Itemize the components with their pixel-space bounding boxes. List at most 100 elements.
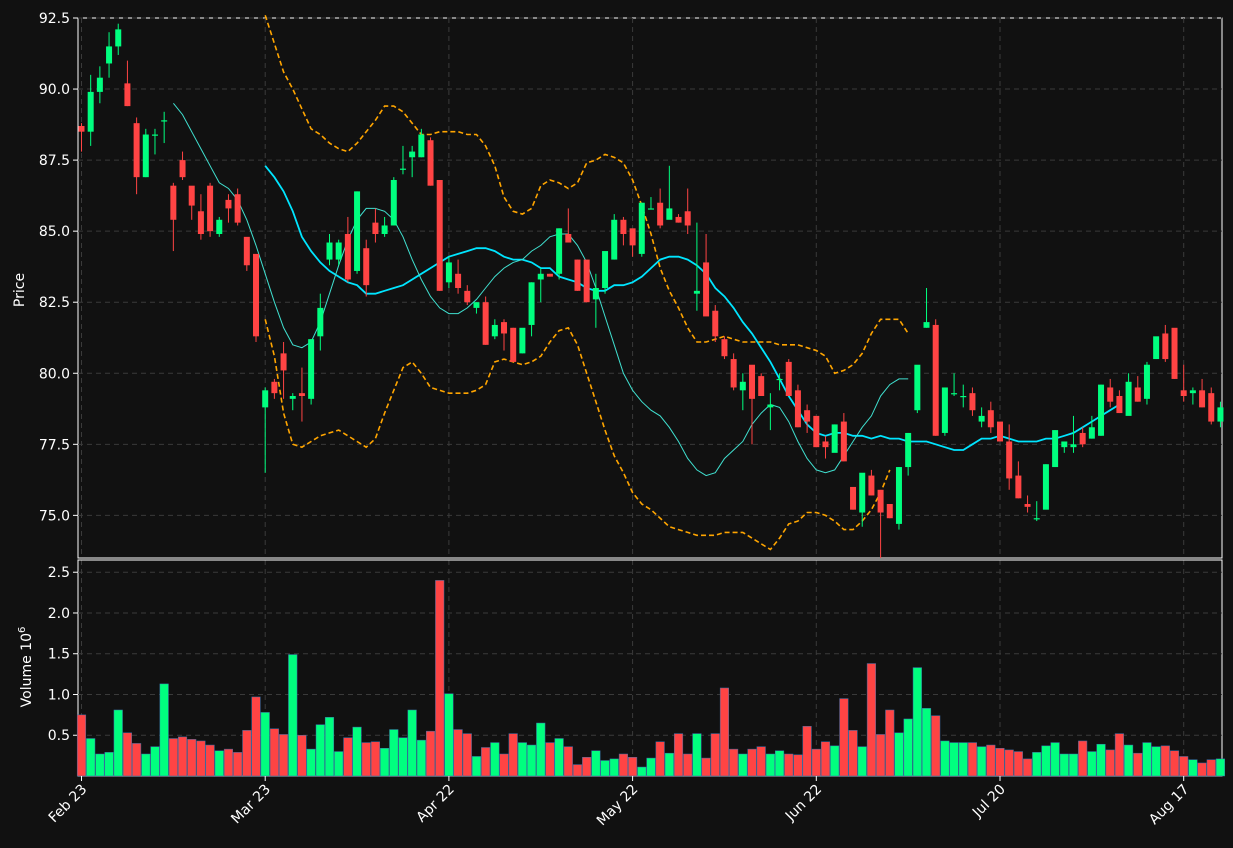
volume-bar [324,717,335,777]
candle-body [1033,518,1040,520]
candle [106,32,113,78]
price-overlay-line-2 [264,14,909,375]
volume-bar [747,748,757,777]
volume-bar [986,744,996,777]
candle-body [997,421,1003,442]
volume-bar [692,733,702,777]
candle [491,319,498,340]
candle [657,188,664,229]
candle-body [758,376,765,396]
candle [151,128,158,155]
volume-bar [894,732,904,777]
candle-body [960,396,967,398]
candle-body [289,396,296,399]
volume-bar [398,737,408,777]
volume-bar [1215,758,1225,777]
candle-body [87,91,94,132]
candle-body [399,168,406,170]
candle [1042,464,1049,510]
candle-body [78,126,85,132]
candle-body [188,185,195,206]
candle-body [445,262,452,283]
candle-body [675,216,682,223]
volume-bar [885,709,895,777]
candle-body [923,322,930,328]
volume-bar [297,734,307,777]
volume-bar [609,758,619,777]
candle [142,128,149,178]
volume-bar [260,712,270,777]
candle [592,273,599,328]
candle-body [1217,407,1224,422]
volume-bar [159,683,169,777]
volume-bar [416,739,426,777]
volume-bar [940,740,950,777]
price-axis-label: Price [12,273,28,307]
candle [1143,361,1150,405]
volume-bar [1206,759,1216,777]
candle [602,251,609,294]
candle [501,319,508,351]
volume-bar [361,742,371,777]
candle-body [822,441,829,448]
volume-axis-label-main: Volume 10 [19,633,35,707]
volume-bar [76,714,87,777]
volume-bar [370,741,380,777]
volume-bar [701,757,711,777]
volume-bar [784,753,794,777]
candle-body [335,242,342,260]
volume-bar [435,580,445,777]
candle [565,208,572,243]
volume-bar [1124,744,1134,777]
volume-bar [1197,762,1207,777]
candle-body [969,393,976,411]
candle-body [207,185,214,232]
candle [519,327,526,354]
candle [758,373,765,396]
candle [253,253,260,342]
candle-body [473,302,480,308]
candle-body [115,29,122,47]
candle-body [556,228,563,274]
candle [923,288,930,328]
candle [951,373,958,396]
candle-body [574,259,581,291]
volume-axis-label-exponent: 6 [17,627,28,633]
volume-bar [490,742,500,777]
candle [510,327,517,362]
candle [455,259,462,294]
candle [877,489,884,558]
candle-body [546,273,553,277]
candle [1015,461,1022,499]
volume-bar [591,750,601,777]
volume-bar [233,752,243,777]
candle-body [427,140,434,186]
candle [381,216,388,237]
candle-body [354,191,361,271]
candle [354,191,361,274]
candle [574,259,581,291]
candle [813,415,820,448]
candle-body [565,234,572,243]
candle [859,472,866,527]
candle [427,137,434,186]
volume-bar [407,709,417,777]
volume-bar [582,757,592,777]
volume-bar [921,708,932,777]
candle-body [895,467,902,524]
candle-body [151,134,158,136]
candle [693,222,700,311]
candle [1180,364,1187,402]
candle-body [629,228,636,246]
candle-body [914,364,921,411]
candle [831,424,838,453]
volume-tick-label: 2.0 [48,606,70,622]
candle [289,393,296,411]
volume-bar [931,715,941,777]
candle [556,228,563,280]
volume-bar [545,742,555,777]
candle-body [1061,441,1068,448]
volume-bar [1114,733,1124,777]
candle-body [1088,427,1095,439]
candle-body [804,410,811,422]
